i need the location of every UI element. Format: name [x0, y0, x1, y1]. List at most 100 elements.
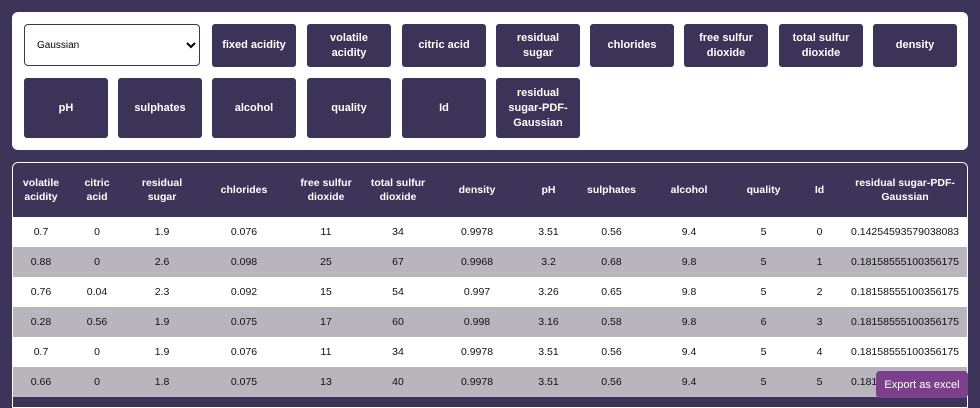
table-row: 0.76 0.04 2.3 0.092 15 54 0.997 3.26 0.65 9.8 5 2 0.…: [13, 277, 967, 307]
table-cell: 13: [289, 367, 363, 397]
column-header[interactable]: citric acid: [69, 163, 125, 217]
table-cell: 3.16: [521, 307, 576, 337]
column-header[interactable]: quality: [731, 163, 796, 217]
column-button[interactable]: fixed acidity: [212, 24, 296, 67]
table-cell: 0.075: [199, 367, 289, 397]
table-cell: 0: [69, 217, 125, 247]
table-cell: 0.14254593579038083: [843, 217, 967, 247]
table-cell: 0.56: [576, 337, 647, 367]
table-cell: 5: [731, 277, 796, 307]
table-cell: 3.51: [521, 337, 576, 367]
column-button[interactable]: total sulfur dioxide: [779, 24, 863, 67]
table-cell: 0.9978: [433, 367, 521, 397]
table-row: 0.28 0.56 1.9 0.075 17 60 0.998 3.16 0.58 9.8 6 3 0.…: [13, 307, 967, 337]
table-cell: 3: [796, 307, 843, 337]
distribution-select[interactable]: Gaussian: [24, 24, 200, 66]
table-cell: 0.56: [69, 307, 125, 337]
table-cell: 0.04: [69, 277, 125, 307]
table-cell: 3.26: [521, 277, 576, 307]
table-cell: 11: [289, 337, 363, 367]
column-button[interactable]: quality: [307, 78, 391, 138]
table-cell: 9.8: [647, 247, 731, 277]
table-cell: 2: [796, 277, 843, 307]
table-cell: 0: [69, 337, 125, 367]
table-cell: 0.68: [576, 247, 647, 277]
column-button[interactable]: density: [873, 24, 957, 67]
table-cell: 0: [69, 247, 125, 277]
column-header[interactable]: chlorides: [199, 163, 289, 217]
column-button[interactable]: volatile acidity: [307, 24, 391, 67]
table-cell: 0.66: [13, 367, 69, 397]
table-cell: 60: [363, 307, 433, 337]
table-cell: 0.56: [576, 367, 647, 397]
table-cell: 1.9: [125, 337, 199, 367]
table-row: 0.7 0 1.9 0.076 11 34 0.9978 3.51 0.56 9.4 5 0 0.142…: [13, 217, 967, 247]
column-button[interactable]: residual sugar: [496, 24, 580, 67]
table-cell: 4: [796, 337, 843, 367]
table-row: 0.88 0 2.6 0.098 25 67 0.9968 3.2 0.68 9.8 5 1 0.181…: [13, 247, 967, 277]
table-cell: 0.7: [13, 217, 69, 247]
table-cell: 9.8: [647, 277, 731, 307]
column-button[interactable]: residual sugar-PDF-Gaussian: [496, 78, 580, 138]
column-button[interactable]: free sulfur dioxide: [684, 24, 768, 67]
table-cell: 54: [363, 277, 433, 307]
table-cell: 17: [289, 307, 363, 337]
column-header[interactable]: volatile acidity: [13, 163, 69, 217]
table-cell: 0.9978: [433, 217, 521, 247]
table-cell: 34: [363, 337, 433, 367]
column-header[interactable]: free sulfur dioxide: [289, 163, 363, 217]
column-header[interactable]: total sulfur dioxide: [363, 163, 433, 217]
table-cell: 0.998: [433, 307, 521, 337]
header-row: volatile acidity citric acid residual suga…: [13, 163, 967, 217]
table-cell: 0: [69, 367, 125, 397]
column-button[interactable]: citric acid: [402, 24, 486, 67]
table-cell: 0.56: [576, 217, 647, 247]
table-cell: 0.098: [199, 247, 289, 277]
table-cell: 0.28: [13, 307, 69, 337]
table-cell: 5: [731, 217, 796, 247]
table-cell: 0.88: [13, 247, 69, 277]
table-cell: 0.9968: [433, 247, 521, 277]
table-cell: 0.075: [199, 307, 289, 337]
export-button[interactable]: Export as excel: [876, 371, 968, 398]
table-cell: 5: [731, 337, 796, 367]
table-cell: 9.4: [647, 367, 731, 397]
table-cell: 11: [289, 217, 363, 247]
table-cell: 25: [289, 247, 363, 277]
column-header[interactable]: residual sugar: [125, 163, 199, 217]
column-header[interactable]: density: [433, 163, 521, 217]
data-table: volatile acidity citric acid residual suga…: [13, 163, 967, 397]
table-cell: 0.092: [199, 277, 289, 307]
table-cell: 0.65: [576, 277, 647, 307]
table-cell: 3.51: [521, 367, 576, 397]
table-row: 0.6601.80.07513400.99783.510.569.4550.18…: [13, 367, 967, 397]
table-cell: 0.18158555100356175: [843, 277, 967, 307]
column-button[interactable]: pH: [24, 78, 108, 138]
table-cell: 2.3: [125, 277, 199, 307]
table-cell: 0.076: [199, 337, 289, 367]
table-cell: 0: [796, 217, 843, 247]
column-header[interactable]: alcohol: [647, 163, 731, 217]
column-header[interactable]: Id: [796, 163, 843, 217]
table-cell: 1.9: [125, 307, 199, 337]
column-button[interactable]: chlorides: [590, 24, 674, 67]
column-button[interactable]: sulphates: [118, 78, 202, 138]
column-header[interactable]: residual sugar-PDF-Gaussian: [843, 163, 967, 217]
table-cell: 5: [731, 247, 796, 277]
table-cell: 0.9978: [433, 337, 521, 367]
table-container: volatile acidity citric acid residual suga…: [12, 162, 968, 408]
column-header[interactable]: pH: [521, 163, 576, 217]
table-cell: 0.7: [13, 337, 69, 367]
table-cell: 0.997: [433, 277, 521, 307]
table-cell: 67: [363, 247, 433, 277]
column-header[interactable]: sulphates: [576, 163, 647, 217]
table-cell: 5: [796, 367, 843, 397]
table-cell: 1.9: [125, 217, 199, 247]
column-button[interactable]: alcohol: [212, 78, 296, 138]
column-button[interactable]: Id: [402, 78, 486, 138]
table-cell: 2.6: [125, 247, 199, 277]
table-cell: 1: [796, 247, 843, 277]
table-cell: 5: [731, 367, 796, 397]
table-cell: 34: [363, 217, 433, 247]
